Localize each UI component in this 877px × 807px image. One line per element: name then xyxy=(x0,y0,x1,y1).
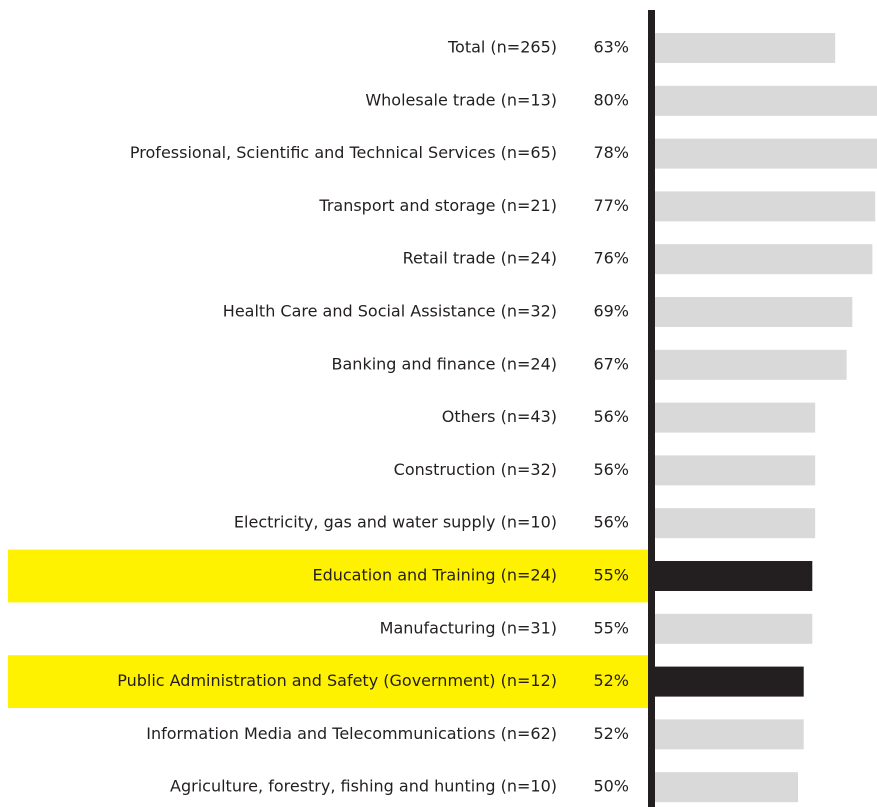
bar xyxy=(655,719,804,750)
value-label: 50% xyxy=(593,777,629,796)
category-label: Others (n=43) xyxy=(442,407,557,426)
category-label: Construction (n=32) xyxy=(394,460,557,479)
value-label: 67% xyxy=(593,354,629,373)
category-label: Retail trade (n=24) xyxy=(403,249,557,268)
highlight-band xyxy=(8,655,648,708)
category-label: Professional, Scientific and Technical S… xyxy=(130,143,557,162)
value-label: 69% xyxy=(593,302,629,321)
bar xyxy=(655,33,836,63)
category-label: Total (n=265) xyxy=(447,38,557,57)
bar xyxy=(655,772,798,803)
bar xyxy=(655,508,816,539)
value-label: 52% xyxy=(593,724,629,743)
value-label: 52% xyxy=(593,671,629,690)
highlight-band xyxy=(8,549,648,603)
value-label: 78% xyxy=(593,143,629,162)
bar xyxy=(655,613,813,644)
value-label: 80% xyxy=(593,90,629,109)
bar xyxy=(655,349,847,380)
category-label: Health Care and Social Assistance (n=32) xyxy=(223,302,557,321)
category-label: Information Media and Telecommunications… xyxy=(146,724,557,743)
category-label: Wholesale trade (n=13) xyxy=(365,90,557,109)
value-label: 56% xyxy=(593,407,629,426)
axis-line xyxy=(648,10,655,807)
bar xyxy=(655,561,813,591)
value-label: 77% xyxy=(593,196,629,215)
bar xyxy=(655,85,877,116)
bar xyxy=(655,138,877,169)
value-label: 76% xyxy=(593,249,629,268)
highlight-bands xyxy=(8,549,648,708)
value-label: 63% xyxy=(593,38,629,57)
bar xyxy=(655,402,816,433)
value-label: 55% xyxy=(593,566,629,585)
category-label: Manufacturing (n=31) xyxy=(380,618,557,637)
bar xyxy=(655,666,804,697)
category-label: Banking and finance (n=24) xyxy=(332,354,557,373)
bar xyxy=(655,455,816,486)
bar xyxy=(655,244,873,275)
bars xyxy=(655,33,877,803)
category-label: Education and Training (n=24) xyxy=(312,566,557,585)
category-label: Electricity, gas and water supply (n=10) xyxy=(234,513,557,532)
value-label: 56% xyxy=(593,513,629,532)
bar xyxy=(655,297,853,327)
bar xyxy=(655,191,876,222)
value-label: 55% xyxy=(593,618,629,637)
value-label: 56% xyxy=(593,460,629,479)
category-label: Agriculture, forestry, fishing and hunti… xyxy=(170,777,557,796)
category-label: Transport and storage (n=21) xyxy=(318,196,557,215)
category-label: Public Administration and Safety (Govern… xyxy=(117,671,557,690)
